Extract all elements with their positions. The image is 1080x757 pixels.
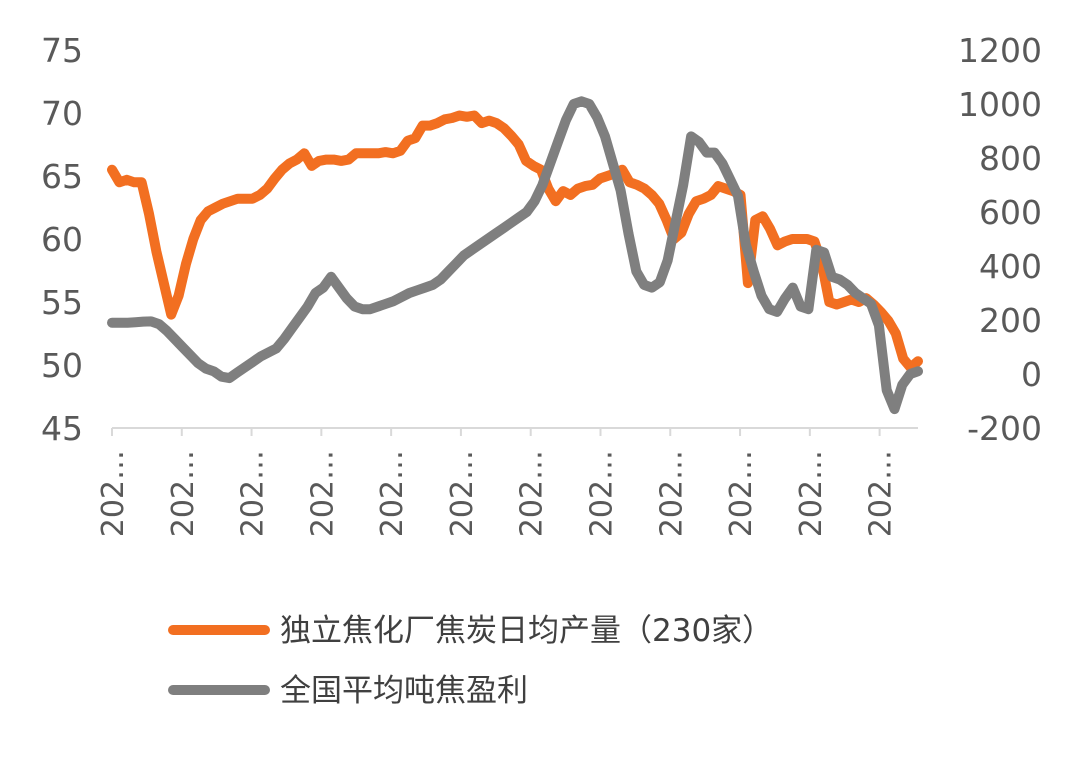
legend-label-1: 独立焦化厂焦炭日均产量（230家） [280, 613, 773, 649]
y-left-tick-label: 55 [41, 283, 83, 322]
x-tick-label: 202… [654, 450, 689, 537]
series-line-2 [107, 96, 923, 415]
y-right-tick-label: 800 [979, 139, 1042, 178]
y-left-tick-label: 50 [41, 346, 83, 385]
y-right-tick-label: 0 [1021, 355, 1042, 394]
x-tick-label: 202… [445, 450, 480, 537]
y-right-tick-label: 1000 [958, 85, 1042, 124]
x-tick-label: 202… [236, 450, 271, 537]
axis-layer: 202… 202… 202… 202… 202… 202… 202… 202… 202… 202…… [41, 31, 1042, 537]
x-tick-label: 202… [515, 450, 550, 537]
y-right-tick-label: 200 [979, 301, 1042, 340]
x-tick-label: 202… [96, 450, 131, 537]
legend: 独立焦化厂焦炭日均产量（230家） 全国平均吨焦盈利 [168, 613, 773, 709]
y-left-tick-label: 65 [41, 157, 83, 196]
x-tick-label: 202… [166, 450, 201, 537]
y-left-tick-label: 75 [41, 31, 83, 70]
x-tick-label: 202… [794, 450, 829, 537]
x-tick-label: 202… [724, 450, 759, 537]
y-right-tick-label: 1200 [958, 31, 1042, 70]
x-tick-label: 202… [305, 450, 340, 537]
series-layer [107, 96, 923, 415]
y-left-tick-label: 60 [41, 220, 83, 259]
x-tick-label: 202… [375, 450, 410, 537]
y-right-tick-label: -200 [967, 409, 1042, 448]
y-right-tick-label: 600 [979, 193, 1042, 232]
series-line-1 [107, 110, 923, 373]
y-left-tick-label: 70 [41, 94, 83, 133]
y-right-tick-label: 400 [979, 247, 1042, 286]
y-left-tick-label: 45 [41, 409, 83, 448]
x-tick-label: 202… [864, 450, 899, 537]
legend-label-2: 全国平均吨焦盈利 [280, 673, 528, 709]
x-tick-label: 202… [584, 450, 619, 537]
